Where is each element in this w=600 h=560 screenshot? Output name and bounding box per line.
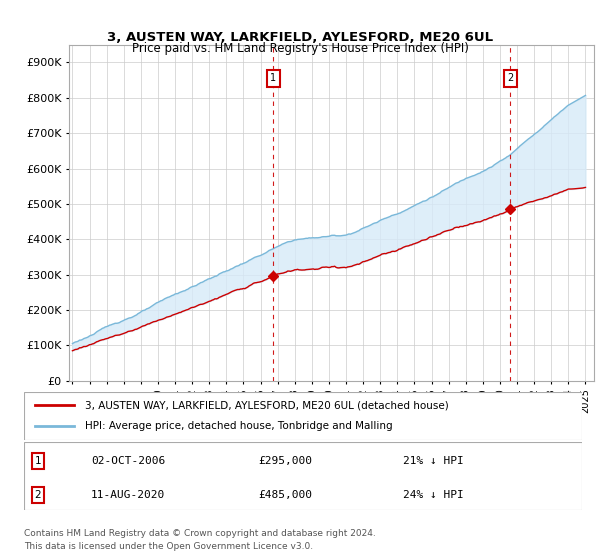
Text: 2: 2 xyxy=(35,490,41,500)
Text: 1: 1 xyxy=(35,456,41,466)
Text: 21% ↓ HPI: 21% ↓ HPI xyxy=(403,456,464,466)
Text: 3, AUSTEN WAY, LARKFIELD, AYLESFORD, ME20 6UL: 3, AUSTEN WAY, LARKFIELD, AYLESFORD, ME2… xyxy=(107,31,493,44)
Text: 2: 2 xyxy=(507,73,514,83)
Text: 3, AUSTEN WAY, LARKFIELD, AYLESFORD, ME20 6UL (detached house): 3, AUSTEN WAY, LARKFIELD, AYLESFORD, ME2… xyxy=(85,400,449,410)
Text: 24% ↓ HPI: 24% ↓ HPI xyxy=(403,490,464,500)
Text: HPI: Average price, detached house, Tonbridge and Malling: HPI: Average price, detached house, Tonb… xyxy=(85,421,393,431)
Text: 1: 1 xyxy=(270,73,277,83)
Text: £295,000: £295,000 xyxy=(259,456,313,466)
Text: £485,000: £485,000 xyxy=(259,490,313,500)
FancyBboxPatch shape xyxy=(24,392,582,440)
Text: Price paid vs. HM Land Registry's House Price Index (HPI): Price paid vs. HM Land Registry's House … xyxy=(131,42,469,55)
Text: 11-AUG-2020: 11-AUG-2020 xyxy=(91,490,165,500)
Text: 02-OCT-2006: 02-OCT-2006 xyxy=(91,456,165,466)
Text: Contains HM Land Registry data © Crown copyright and database right 2024.
This d: Contains HM Land Registry data © Crown c… xyxy=(24,529,376,550)
FancyBboxPatch shape xyxy=(24,442,582,510)
